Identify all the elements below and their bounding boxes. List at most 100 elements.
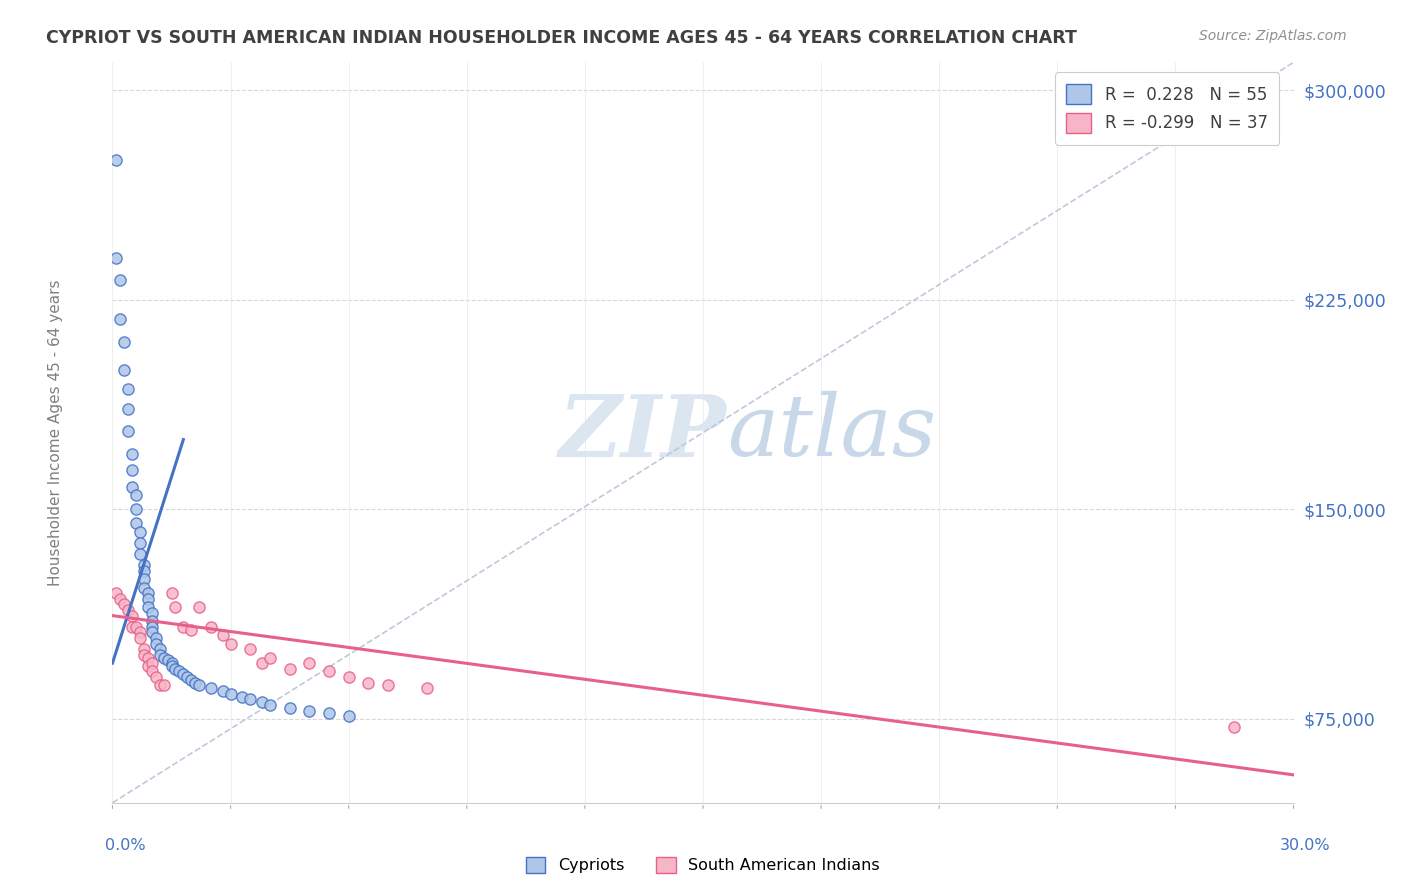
- Point: [110, 312, 132, 326]
- Point: [184, 675, 207, 690]
- Point: [121, 480, 143, 494]
- Text: 0.0%: 0.0%: [105, 838, 146, 853]
- Point: [136, 586, 159, 600]
- Text: Source: ZipAtlas.com: Source: ZipAtlas.com: [1199, 29, 1347, 43]
- Point: [136, 600, 159, 615]
- Point: [129, 625, 152, 640]
- Point: [125, 502, 148, 516]
- Point: [129, 631, 152, 645]
- Point: [121, 608, 143, 623]
- Point: [125, 516, 148, 531]
- Point: [188, 678, 211, 692]
- Point: [136, 591, 159, 606]
- Text: ZIP: ZIP: [558, 391, 727, 475]
- Point: [219, 687, 242, 701]
- Point: [141, 625, 163, 640]
- Point: [136, 659, 159, 673]
- Point: [132, 642, 155, 657]
- Point: [337, 709, 360, 723]
- Point: [318, 706, 340, 721]
- Point: [250, 695, 273, 709]
- Point: [152, 650, 174, 665]
- Point: [250, 656, 273, 670]
- Point: [239, 692, 262, 706]
- Point: [117, 401, 139, 416]
- Point: [141, 656, 163, 670]
- Point: [239, 642, 262, 657]
- Point: [125, 620, 148, 634]
- Point: [132, 648, 155, 662]
- Legend: R =  0.228   N = 55, R = -0.299   N = 37: R = 0.228 N = 55, R = -0.299 N = 37: [1054, 72, 1279, 145]
- Text: CYPRIOT VS SOUTH AMERICAN INDIAN HOUSEHOLDER INCOME AGES 45 - 64 YEARS CORRELATI: CYPRIOT VS SOUTH AMERICAN INDIAN HOUSEHO…: [46, 29, 1077, 46]
- Point: [357, 675, 380, 690]
- Point: [145, 670, 167, 684]
- Point: [176, 670, 198, 684]
- Point: [172, 667, 194, 681]
- Point: [141, 614, 163, 628]
- Point: [112, 598, 135, 612]
- Point: [117, 382, 139, 396]
- Point: [259, 650, 281, 665]
- Point: [180, 673, 202, 687]
- Point: [160, 656, 183, 670]
- Point: [298, 704, 321, 718]
- Point: [200, 681, 222, 696]
- Point: [129, 524, 152, 539]
- Point: [337, 670, 360, 684]
- Point: [112, 334, 135, 349]
- Point: [188, 600, 211, 615]
- Point: [110, 273, 132, 287]
- Point: [149, 648, 172, 662]
- Point: [318, 665, 340, 679]
- Point: [132, 572, 155, 586]
- Point: [278, 662, 301, 676]
- Point: [112, 363, 135, 377]
- Point: [105, 586, 128, 600]
- Point: [149, 678, 172, 692]
- Point: [110, 591, 132, 606]
- Point: [165, 662, 187, 676]
- Point: [211, 628, 233, 642]
- Point: [129, 547, 152, 561]
- Point: [149, 642, 172, 657]
- Point: [136, 650, 159, 665]
- Point: [152, 678, 174, 692]
- Point: [416, 681, 439, 696]
- Point: [165, 600, 187, 615]
- Point: [278, 701, 301, 715]
- Point: [145, 636, 167, 650]
- Point: [169, 665, 191, 679]
- Point: [141, 606, 163, 620]
- Point: [121, 463, 143, 477]
- Point: [117, 603, 139, 617]
- Point: [145, 631, 167, 645]
- Point: [105, 251, 128, 265]
- Point: [219, 636, 242, 650]
- Point: [172, 620, 194, 634]
- Point: [231, 690, 253, 704]
- Point: [121, 446, 143, 460]
- Text: atlas: atlas: [727, 392, 936, 474]
- Point: [129, 536, 152, 550]
- Point: [117, 424, 139, 438]
- Point: [160, 586, 183, 600]
- Point: [259, 698, 281, 712]
- Point: [132, 581, 155, 595]
- Text: Householder Income Ages 45 - 64 years: Householder Income Ages 45 - 64 years: [48, 279, 63, 586]
- Point: [156, 653, 179, 667]
- Point: [141, 665, 163, 679]
- Point: [1223, 720, 1246, 734]
- Point: [132, 558, 155, 573]
- Point: [298, 656, 321, 670]
- Point: [132, 564, 155, 578]
- Text: 30.0%: 30.0%: [1279, 838, 1330, 853]
- Legend: Cypriots, South American Indians: Cypriots, South American Indians: [520, 850, 886, 880]
- Point: [125, 488, 148, 502]
- Point: [180, 623, 202, 637]
- Point: [211, 684, 233, 698]
- Point: [200, 620, 222, 634]
- Point: [121, 620, 143, 634]
- Point: [141, 620, 163, 634]
- Point: [377, 678, 399, 692]
- Point: [105, 153, 128, 168]
